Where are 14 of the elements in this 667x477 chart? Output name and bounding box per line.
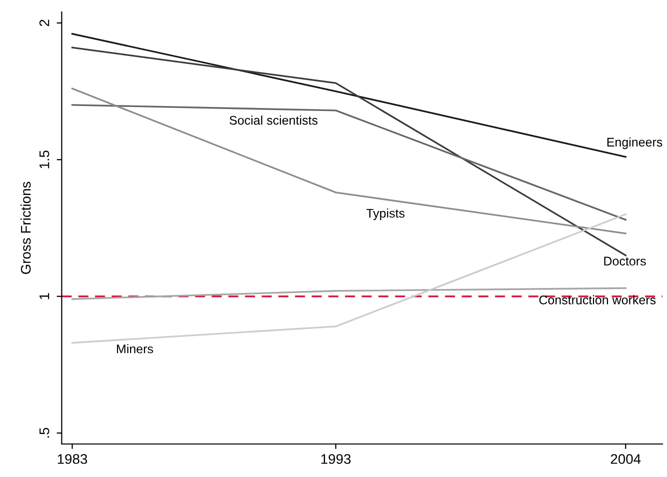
- y-axis-title: Gross Frictions: [20, 182, 31, 274]
- x-tick-label: 1983: [58, 454, 88, 464]
- y-tick-label: 2: [39, 20, 50, 26]
- series-label: Miners: [117, 344, 154, 354]
- y-tick-label: 1.5: [40, 150, 50, 168]
- y-tick-label: .5: [40, 428, 50, 438]
- series-label: Typists: [366, 208, 404, 220]
- series-label: Doctors: [604, 256, 646, 266]
- y-tick-label: 1: [40, 293, 50, 300]
- series-label: Construction workers: [539, 295, 656, 304]
- x-tick-label: 2004: [610, 454, 641, 464]
- series-label: Engineers: [607, 137, 662, 150]
- x-tick-label: 1993: [321, 454, 351, 464]
- series-label: Social scientists: [230, 116, 318, 125]
